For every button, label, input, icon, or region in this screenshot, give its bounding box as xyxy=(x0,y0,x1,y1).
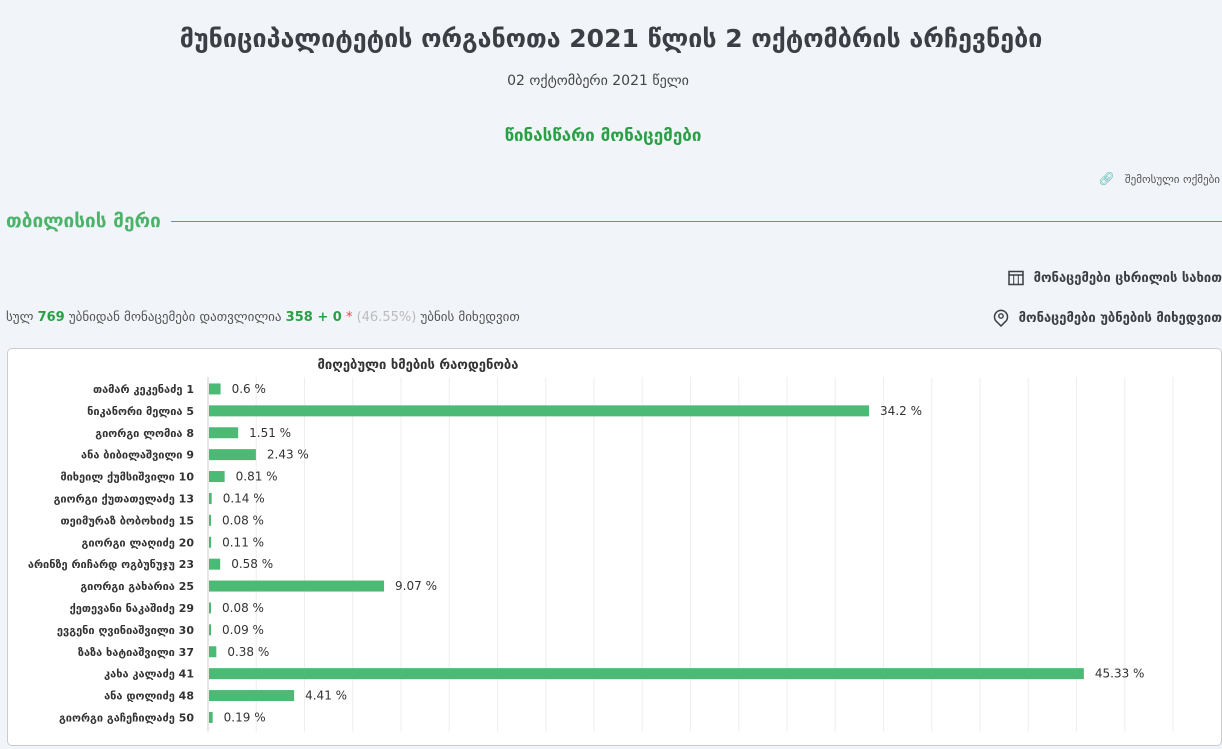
precincts-view-button[interactable]: მონაცემები უბნების მიხედვით xyxy=(993,309,1222,327)
table-view-label: მონაცემები ცხრილის სახით xyxy=(1033,270,1222,286)
bar xyxy=(209,602,211,614)
category-label: ზაზა ხატიაშვილი 37 xyxy=(78,646,194,659)
preliminary-label: წინასწარი მონაცემები xyxy=(504,126,702,146)
category-label: გიორგი ქუთათელაძე 13 xyxy=(54,492,194,505)
bar xyxy=(209,711,213,723)
data-label: 9.07 % xyxy=(395,579,437,593)
counted-percent: (46.55%) xyxy=(356,310,417,325)
chart-title: მიღებული ხმების რაოდენობა xyxy=(318,358,519,373)
bar xyxy=(209,405,870,417)
bar xyxy=(209,646,217,658)
precincts-view-label: მონაცემები უბნების მიხედვით xyxy=(1018,310,1222,326)
table-view-button[interactable]: მონაცემები ცხრილის სახით xyxy=(1007,270,1222,286)
chart-card: მიღებული ხმების რაოდენობა თამარ კეკენაძე … xyxy=(7,348,1222,746)
section-header: თბილისის მერი xyxy=(6,210,1222,232)
bar xyxy=(209,690,295,702)
summary-text: უბნის მიხედვით xyxy=(420,310,520,325)
bar xyxy=(209,536,212,548)
category-label: ნიკანორი მელია 5 xyxy=(87,405,194,418)
bar xyxy=(209,427,239,439)
counted-precincts: 358 + 0 xyxy=(285,310,342,325)
data-label: 0.08 % xyxy=(222,513,264,527)
table-icon xyxy=(1007,270,1024,286)
bar xyxy=(209,624,211,636)
bar xyxy=(209,580,385,592)
data-label: 0.11 % xyxy=(222,535,264,549)
data-label: 1.51 % xyxy=(249,426,291,440)
data-label: 0.6 % xyxy=(232,382,266,396)
data-label: 0.58 % xyxy=(231,557,273,571)
data-label: 34.2 % xyxy=(880,404,922,418)
category-label: თეიმურაზ ბობოხიძე 15 xyxy=(61,514,194,527)
data-label: 4.41 % xyxy=(305,689,347,703)
protocols-link[interactable]: 🔗︎ შემოსული ოქმები xyxy=(1098,172,1220,187)
data-label: 0.14 % xyxy=(223,491,265,505)
summary-text: უბნიდან მონაცემები დათვლილია xyxy=(68,310,282,325)
results-chart: მიღებული ხმების რაოდენობა თამარ კეკენაძე … xyxy=(28,358,1174,732)
category-label: გიორგი გახარია 25 xyxy=(80,580,194,593)
category-label: მიხეილ ქუმსიშვილი 10 xyxy=(60,471,194,484)
data-label: 0.08 % xyxy=(222,601,264,615)
category-label: გიორგი ლაღიძე 20 xyxy=(82,536,195,549)
data-label: 45.33 % xyxy=(1095,667,1145,681)
category-label: გიორგი ლომია 8 xyxy=(95,427,194,440)
page-title: მუნიციპალიტეტის ორგანოთა 2021 წლის 2 ოქტ… xyxy=(179,24,1043,53)
total-precincts: 769 xyxy=(37,310,65,325)
bar xyxy=(209,383,221,395)
count-summary: სულ 769 უბნიდან მონაცემები დათვლილია 358… xyxy=(6,310,520,325)
category-label: ანა დოლიძე 48 xyxy=(104,690,194,703)
category-label: კახა კალაძე 41 xyxy=(104,668,194,681)
category-label: თამარ კეკენაძე 1 xyxy=(93,383,194,396)
link-icon: 🔗︎ xyxy=(1098,172,1115,187)
location-pin-icon xyxy=(993,309,1008,327)
data-label: 2.43 % xyxy=(267,448,309,462)
category-label: ქეთევანი ნაკაშიძე 29 xyxy=(70,602,194,615)
protocols-link-label: შემოსული ოქმები xyxy=(1124,173,1220,186)
bar xyxy=(209,492,212,504)
bar xyxy=(209,449,256,461)
category-label: ევგენი ღვინიაშვილი 30 xyxy=(57,624,194,637)
divider xyxy=(170,220,1222,222)
category-label: ანა ბიბილაშვილი 9 xyxy=(81,449,194,462)
bar xyxy=(209,471,225,483)
data-label: 0.19 % xyxy=(224,710,266,724)
category-label: არინზე რიჩარდ ოგბუნუჯუ 23 xyxy=(28,558,194,571)
bar xyxy=(209,514,211,526)
bar xyxy=(209,558,221,570)
asterisk: * xyxy=(345,310,353,325)
data-label: 0.81 % xyxy=(236,470,278,484)
data-label: 0.09 % xyxy=(222,623,264,637)
bar xyxy=(209,668,1084,680)
data-label: 0.38 % xyxy=(227,645,269,659)
category-label: გიორგი გაჩეჩილაძე 50 xyxy=(59,711,194,724)
section-title: თბილისის მერი xyxy=(6,210,161,232)
election-date: 02 ოქტომბერი 2021 წელი xyxy=(507,73,689,89)
summary-text: სულ xyxy=(6,310,34,325)
